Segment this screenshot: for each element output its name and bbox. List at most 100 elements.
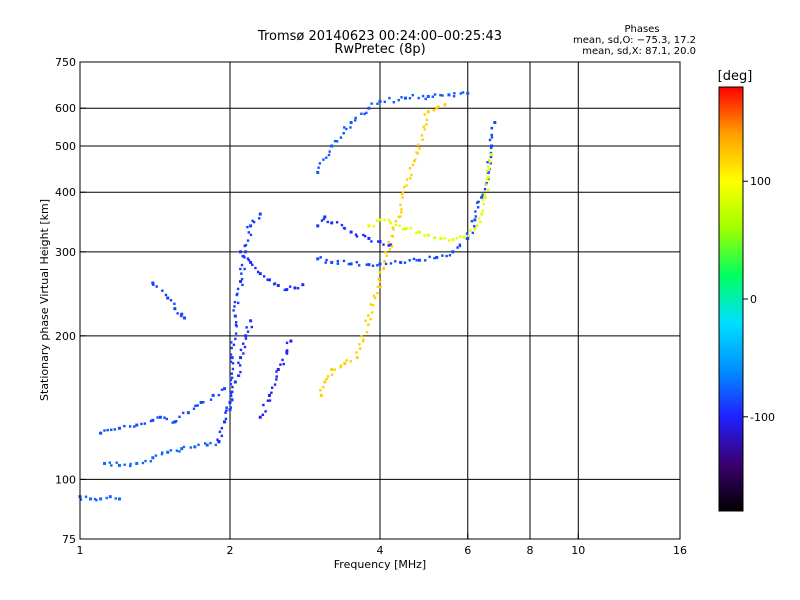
trace-marker bbox=[428, 255, 431, 259]
trace-marker bbox=[129, 462, 132, 466]
data-point bbox=[223, 420, 227, 424]
trace-marker bbox=[318, 162, 322, 165]
trace-marker bbox=[217, 393, 221, 397]
trace-marker bbox=[202, 401, 205, 404]
trace-marker bbox=[490, 133, 493, 137]
data-point bbox=[403, 96, 407, 100]
trace-marker bbox=[387, 218, 391, 222]
data-point bbox=[258, 212, 262, 216]
data-point bbox=[349, 121, 353, 125]
colorbar-tick-label: -100 bbox=[750, 411, 775, 424]
data-point bbox=[389, 243, 393, 247]
trace-marker bbox=[209, 398, 213, 401]
trace-marker bbox=[410, 173, 413, 177]
trace-marker bbox=[176, 312, 179, 315]
trace-marker bbox=[489, 162, 493, 165]
trace-marker bbox=[108, 461, 112, 464]
data-point bbox=[466, 236, 470, 240]
trace-marker bbox=[377, 277, 381, 281]
trace-marker bbox=[456, 246, 459, 249]
trace-marker bbox=[358, 343, 361, 346]
trace-marker bbox=[389, 262, 393, 265]
trace-marker bbox=[327, 153, 331, 157]
trace-marker bbox=[431, 95, 434, 98]
trace-marker bbox=[447, 239, 451, 242]
data-point bbox=[103, 461, 107, 465]
trace-marker bbox=[487, 177, 490, 181]
trace-marker bbox=[325, 377, 328, 381]
trace-marker bbox=[179, 314, 183, 318]
trace-marker bbox=[394, 223, 398, 227]
trace-marker bbox=[373, 296, 377, 300]
colorbar-ticks: 100 0 -100 bbox=[743, 175, 775, 424]
trace-marker bbox=[339, 364, 343, 367]
data-point bbox=[378, 240, 382, 244]
trace-marker bbox=[424, 259, 427, 262]
data-point bbox=[399, 260, 403, 264]
trace-marker bbox=[425, 123, 428, 126]
trace-marker bbox=[232, 343, 236, 347]
x-tick-label: 4 bbox=[377, 544, 384, 557]
trace-marker bbox=[230, 341, 233, 344]
data-point bbox=[378, 99, 382, 103]
trace-marker bbox=[231, 367, 235, 371]
trace-marker bbox=[209, 441, 212, 445]
trace-marker bbox=[234, 337, 237, 341]
trace-marker bbox=[264, 410, 267, 413]
trace-marker bbox=[197, 443, 200, 446]
trace-marker bbox=[359, 347, 362, 350]
trace-marker bbox=[235, 324, 238, 328]
trace-marker bbox=[220, 426, 224, 430]
y-tick-label: 750 bbox=[55, 56, 76, 69]
trace-marker bbox=[362, 338, 365, 341]
trace-marker bbox=[379, 285, 382, 289]
data-point bbox=[233, 380, 237, 384]
data-point bbox=[316, 224, 320, 228]
trace-marker bbox=[475, 201, 479, 204]
data-point bbox=[166, 296, 170, 300]
data-point bbox=[490, 152, 494, 156]
trace-marker bbox=[320, 219, 324, 222]
trace-marker bbox=[273, 282, 277, 285]
trace-marker bbox=[156, 416, 159, 419]
colorbar-unit: [deg] bbox=[718, 69, 753, 84]
trace-marker bbox=[143, 422, 147, 425]
trace-marker bbox=[376, 264, 379, 267]
data-point bbox=[193, 445, 197, 449]
trace-marker bbox=[489, 155, 493, 159]
data-point bbox=[173, 307, 177, 311]
data-point bbox=[108, 495, 112, 499]
data-point bbox=[343, 361, 347, 365]
phase-stats-o: mean, sd,O: −75.3, 17.2 bbox=[573, 35, 696, 46]
trace-marker bbox=[239, 267, 242, 271]
trace-marker bbox=[144, 459, 147, 463]
trace-marker bbox=[345, 127, 348, 131]
trace-marker bbox=[266, 399, 270, 402]
trace-marker bbox=[214, 443, 218, 447]
trace-marker bbox=[441, 94, 444, 97]
trace-marker bbox=[397, 215, 401, 219]
trace-marker bbox=[330, 373, 334, 377]
data-point bbox=[367, 263, 371, 267]
trace-marker bbox=[339, 366, 342, 369]
data-point bbox=[417, 258, 421, 262]
trace-marker bbox=[415, 231, 418, 235]
trace-marker bbox=[178, 450, 181, 453]
trace-marker bbox=[411, 93, 414, 97]
trace-marker bbox=[376, 291, 379, 295]
data-point bbox=[451, 238, 455, 242]
trace-marker bbox=[465, 232, 469, 235]
y-tick-label: 400 bbox=[55, 186, 76, 199]
trace-marker bbox=[322, 158, 325, 161]
y-axis: 75 100 200 300 400 500 600 750 bbox=[55, 56, 86, 546]
y-tick-label: 300 bbox=[55, 246, 76, 259]
data-point bbox=[135, 461, 139, 465]
data-point bbox=[244, 250, 248, 254]
trace-marker bbox=[387, 241, 390, 244]
trace-marker bbox=[241, 283, 244, 287]
data-point bbox=[435, 106, 439, 110]
trace-marker bbox=[240, 263, 244, 267]
trace-marker bbox=[155, 285, 158, 288]
trace-marker bbox=[409, 177, 412, 180]
trace-marker bbox=[387, 244, 390, 247]
